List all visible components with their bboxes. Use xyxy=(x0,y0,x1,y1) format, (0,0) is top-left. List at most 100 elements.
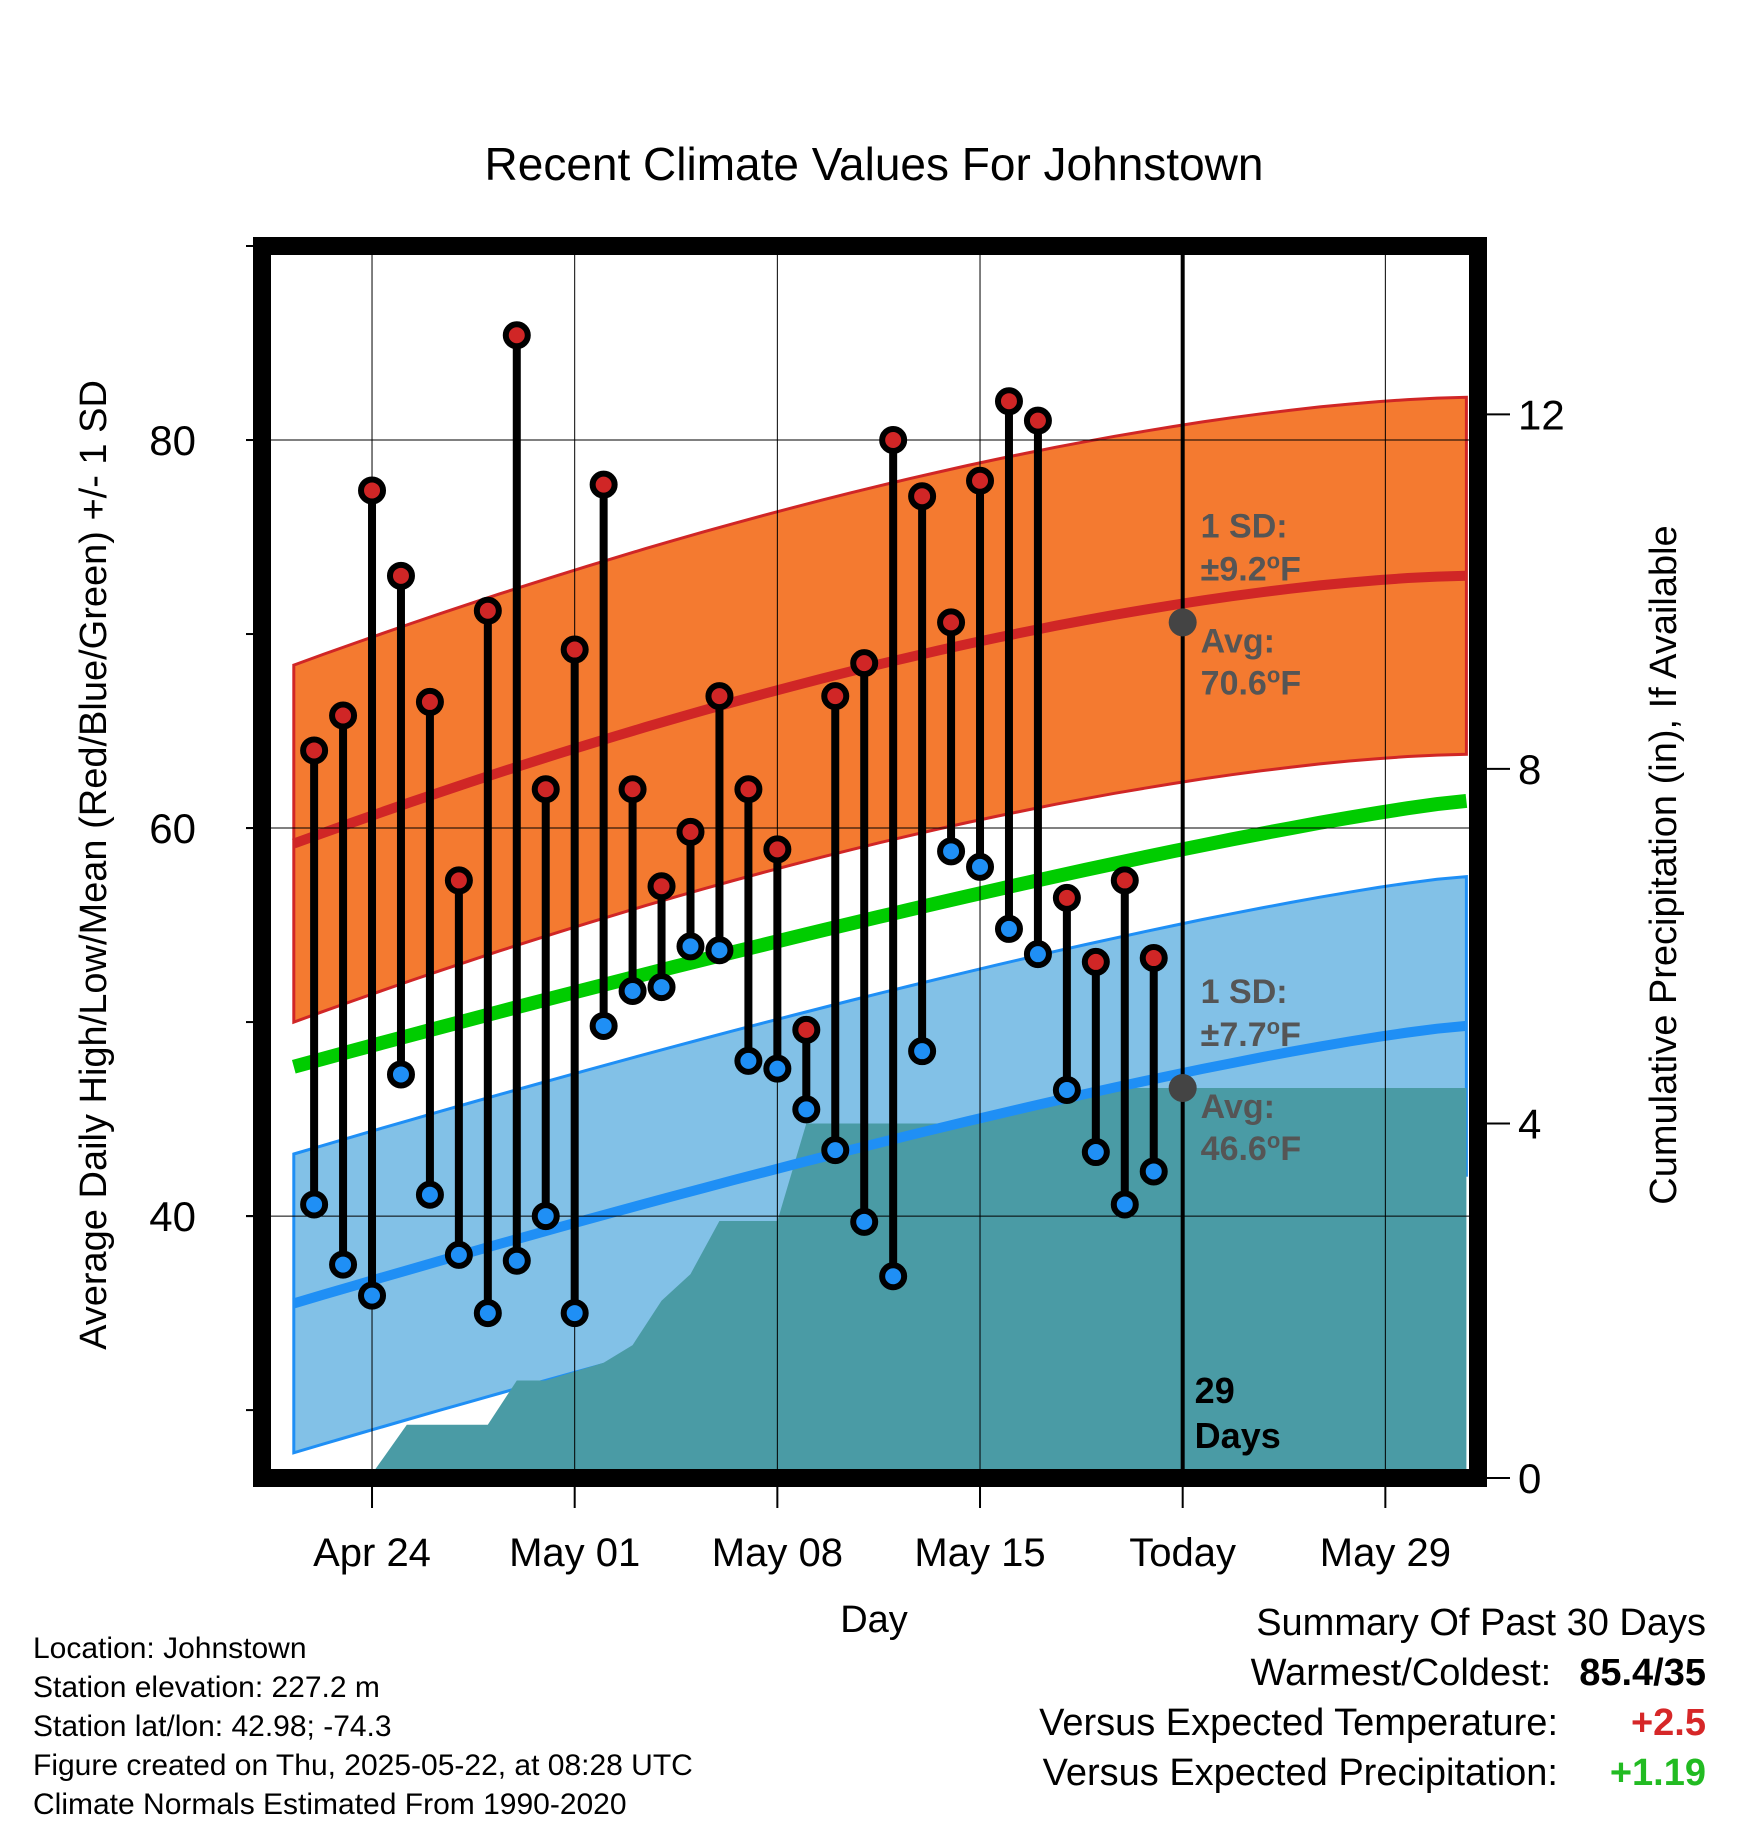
daily-low-marker xyxy=(589,1011,618,1040)
daily-low-marker xyxy=(300,1190,329,1219)
daily-low-marker xyxy=(1081,1138,1110,1167)
y-right-tick-label: 12 xyxy=(1518,391,1565,438)
plot-clip-group xyxy=(262,246,1478,1478)
daily-high-marker xyxy=(329,701,358,730)
daily-high-marker xyxy=(792,1015,821,1044)
low-avg-label: Avg: xyxy=(1201,1088,1275,1126)
daily-high-marker xyxy=(676,817,705,846)
summary-precip-label: Versus Expected Precipitation: xyxy=(1042,1752,1558,1794)
summary-warmest-label: Warmest/Coldest: xyxy=(1250,1652,1552,1694)
x-tick-label: May 08 xyxy=(712,1531,843,1575)
chart-title: Recent Climate Values For Johnstown xyxy=(485,138,1264,190)
x-axis-label: Day xyxy=(840,1599,908,1641)
summary-temp-row: Versus Expected Temperature: +2.5 xyxy=(1039,1702,1706,1745)
daily-low-marker xyxy=(821,1136,850,1165)
daily-high-marker xyxy=(994,387,1023,416)
daily-low-marker xyxy=(763,1054,792,1083)
daily-high-marker xyxy=(473,596,502,625)
daily-low-marker xyxy=(386,1060,415,1089)
daily-high-marker xyxy=(618,775,647,804)
y-right-tick-label: 8 xyxy=(1518,746,1541,793)
x-tick-label: May 01 xyxy=(509,1531,640,1575)
daily-low-marker xyxy=(1023,940,1052,969)
daily-high-marker xyxy=(502,321,531,350)
high-avg-value: 70.6oF xyxy=(1201,662,1301,703)
daily-high-marker xyxy=(1110,866,1139,895)
low-sd-label: 1 SD: xyxy=(1201,973,1288,1011)
y-left-tick-label: 40 xyxy=(149,1193,196,1240)
daily-low-marker xyxy=(560,1299,589,1328)
daily-low-marker xyxy=(1110,1190,1139,1219)
daily-low-marker xyxy=(473,1299,502,1328)
daily-high-marker xyxy=(821,682,850,711)
x-tick-label: Today xyxy=(1129,1531,1236,1575)
daily-high-marker xyxy=(1052,883,1081,912)
daily-high-marker xyxy=(358,476,387,505)
x-tick-label: May 15 xyxy=(914,1531,1045,1575)
daily-high-marker xyxy=(444,866,473,895)
y-axis-label-right: Cumulative Precipitation (in), If Availa… xyxy=(1643,525,1685,1204)
high-sd-label: 1 SD: xyxy=(1201,507,1288,545)
daily-high-marker xyxy=(589,470,618,499)
daily-low-marker xyxy=(705,936,734,965)
normals-note: Climate Normals Estimated From 1990-2020 xyxy=(33,1788,627,1821)
daily-high-marker xyxy=(705,682,734,711)
summary-warmest-value: 85.4/35 xyxy=(1579,1652,1706,1694)
daily-high-marker xyxy=(937,608,966,637)
daily-low-marker xyxy=(415,1180,444,1209)
daily-low-marker xyxy=(792,1095,821,1124)
summary-temp-value: +2.5 xyxy=(1630,1702,1706,1744)
y-right-tick-label: 0 xyxy=(1518,1455,1541,1502)
y-right-tick-label: 4 xyxy=(1518,1100,1541,1147)
days-word: Days xyxy=(1195,1415,1281,1456)
daily-low-marker xyxy=(879,1262,908,1291)
station-latlon: Station lat/lon: 42.98; -74.3 xyxy=(33,1710,392,1743)
daily-high-marker xyxy=(908,482,937,511)
y-axis-label-left: Average Daily High/Low/Mean (Red/Blue/Gr… xyxy=(73,380,115,1350)
y-left-tick-label: 60 xyxy=(149,805,196,852)
daily-low-marker xyxy=(647,973,676,1002)
y-left-tick-label: 80 xyxy=(149,417,196,464)
plot-frame xyxy=(253,237,1487,1487)
summary-temp-label: Versus Expected Temperature: xyxy=(1039,1702,1558,1744)
daily-low-marker xyxy=(908,1037,937,1066)
daily-low-marker xyxy=(676,932,705,961)
daily-low-marker xyxy=(358,1281,387,1310)
daily-high-marker xyxy=(879,426,908,455)
daily-low-marker xyxy=(994,914,1023,943)
daily-low-marker xyxy=(502,1246,531,1275)
daily-high-marker xyxy=(850,649,879,678)
today-low-avg-marker xyxy=(1168,1074,1197,1103)
days-count: 29 xyxy=(1195,1370,1235,1411)
daily-high-marker xyxy=(1023,406,1052,435)
daily-high-marker xyxy=(763,835,792,864)
x-tick-label: Apr 24 xyxy=(313,1531,431,1575)
daily-high-marker xyxy=(966,466,995,495)
low-avg-value: 46.6oF xyxy=(1201,1128,1301,1169)
daily-low-marker xyxy=(937,837,966,866)
daily-low-marker xyxy=(734,1046,763,1075)
daily-high-marker xyxy=(1139,944,1168,973)
daily-low-marker xyxy=(850,1207,879,1236)
daily-high-marker xyxy=(647,872,676,901)
daily-high-marker xyxy=(415,687,444,716)
daily-high-marker xyxy=(300,736,329,765)
figure-created: Figure created on Thu, 2025-05-22, at 08… xyxy=(33,1749,693,1782)
summary-title: Summary Of Past 30 Days xyxy=(1256,1602,1706,1644)
daily-low-marker xyxy=(329,1250,358,1279)
daily-low-marker xyxy=(1139,1157,1168,1186)
low-sd-value: ±7.7oF xyxy=(1201,1014,1301,1055)
daily-low-marker xyxy=(1052,1075,1081,1104)
daily-high-marker xyxy=(560,635,589,664)
station-location: Location: Johnstown xyxy=(33,1632,307,1665)
station-elevation: Station elevation: 227.2 m xyxy=(33,1671,380,1704)
daily-low-marker xyxy=(618,977,647,1006)
summary-warmest-row: Warmest/Coldest: 85.4/35 xyxy=(1251,1652,1706,1695)
high-avg-label: Avg: xyxy=(1201,622,1275,660)
summary-precip-value: +1.19 xyxy=(1609,1752,1706,1794)
daily-high-marker xyxy=(1081,947,1110,976)
today-high-avg-marker xyxy=(1168,608,1197,637)
daily-low-marker xyxy=(531,1202,560,1231)
